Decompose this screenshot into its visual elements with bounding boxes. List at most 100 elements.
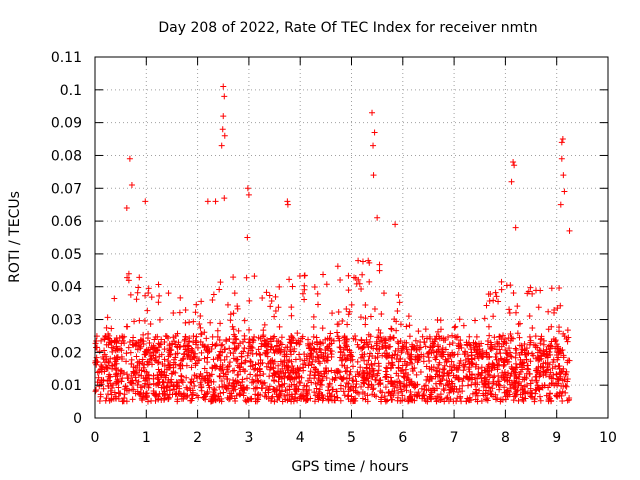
data-point <box>239 379 246 386</box>
data-point <box>526 333 533 340</box>
data-point <box>367 333 374 340</box>
data-point <box>307 368 314 375</box>
data-point <box>366 278 373 285</box>
data-point <box>489 385 496 392</box>
data-point <box>449 332 456 339</box>
data-point <box>514 330 521 337</box>
data-point <box>399 392 406 399</box>
data-point <box>545 366 552 373</box>
data-point <box>218 142 225 149</box>
data-point <box>368 381 375 388</box>
data-point <box>474 381 481 388</box>
data-point <box>271 386 278 393</box>
data-point <box>247 371 254 378</box>
data-point <box>486 384 493 391</box>
data-point <box>297 338 304 345</box>
data-point <box>397 398 404 405</box>
data-point <box>301 286 308 293</box>
data-point <box>553 371 560 378</box>
data-point <box>172 369 179 376</box>
data-point <box>161 339 168 346</box>
data-point <box>235 327 242 334</box>
data-point <box>445 334 452 341</box>
data-point <box>452 323 459 330</box>
data-point <box>185 343 192 350</box>
data-point <box>145 381 152 388</box>
data-point <box>124 274 131 281</box>
data-point <box>282 396 289 403</box>
data-point <box>520 359 527 366</box>
data-point <box>142 394 149 401</box>
data-point <box>558 155 565 162</box>
data-point <box>143 350 150 357</box>
data-point <box>476 343 483 350</box>
data-point <box>384 365 391 372</box>
data-point <box>288 358 295 365</box>
y-tick-label: 0.02 <box>51 345 82 361</box>
data-point <box>197 331 204 338</box>
data-point <box>338 375 345 382</box>
data-point <box>242 359 249 366</box>
data-point <box>331 369 338 376</box>
data-point <box>161 395 168 402</box>
data-point <box>313 385 320 392</box>
data-point <box>203 369 210 376</box>
data-point <box>397 386 404 393</box>
data-point <box>108 325 115 332</box>
data-point <box>525 389 532 396</box>
data-point <box>231 290 238 297</box>
data-point <box>95 374 102 381</box>
data-point <box>251 273 258 280</box>
data-point <box>286 336 293 343</box>
data-point <box>242 357 249 364</box>
data-point <box>211 362 218 369</box>
data-point <box>322 364 329 371</box>
data-point <box>536 393 543 400</box>
data-point <box>93 344 100 351</box>
data-point <box>506 345 513 352</box>
data-point <box>375 327 382 334</box>
data-point <box>96 348 103 355</box>
data-point <box>158 368 165 375</box>
data-point <box>446 386 453 393</box>
data-point <box>384 397 391 404</box>
data-point <box>439 366 446 373</box>
data-point <box>478 340 485 347</box>
data-point <box>423 335 430 342</box>
data-point <box>96 397 103 404</box>
data-point <box>480 383 487 390</box>
data-point <box>371 306 378 313</box>
data-point <box>260 371 267 377</box>
data-point <box>155 359 162 366</box>
data-point <box>352 336 359 343</box>
data-point <box>138 336 145 343</box>
data-point <box>492 289 499 296</box>
data-point <box>529 350 536 357</box>
data-point <box>132 374 139 381</box>
data-point <box>205 349 212 356</box>
data-point <box>391 316 398 323</box>
data-point <box>176 309 183 316</box>
data-point <box>457 337 464 344</box>
data-point <box>233 356 240 363</box>
data-point <box>558 139 565 146</box>
data-point <box>129 386 136 393</box>
data-point <box>421 386 428 393</box>
data-point <box>343 367 350 374</box>
y-tick-label: 0.01 <box>51 378 82 394</box>
data-point <box>553 341 560 348</box>
data-point <box>376 261 383 268</box>
data-point <box>351 274 358 281</box>
data-point <box>187 378 194 385</box>
data-point <box>512 390 519 397</box>
data-point <box>123 358 130 365</box>
data-point <box>383 354 390 361</box>
data-point <box>420 353 427 360</box>
data-point <box>471 317 478 324</box>
data-point <box>491 364 498 371</box>
y-tick-label: 0.05 <box>51 247 82 263</box>
data-point <box>374 340 381 347</box>
data-point <box>154 346 161 353</box>
data-point <box>566 396 573 403</box>
data-point <box>534 369 541 376</box>
